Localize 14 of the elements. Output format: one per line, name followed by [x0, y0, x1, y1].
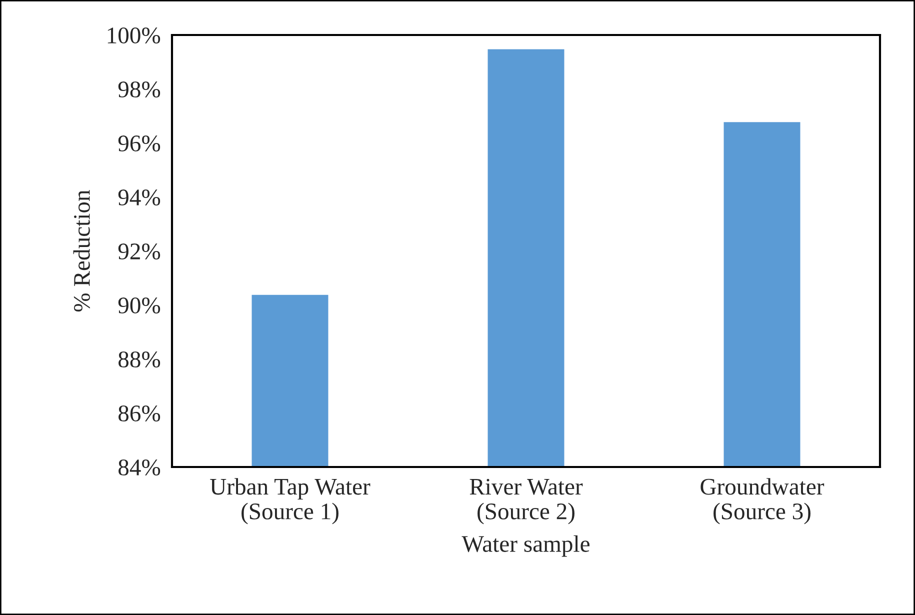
- y-tick-label: 92%: [118, 243, 160, 260]
- y-tick-label: 98%: [118, 81, 160, 98]
- y-axis-title: % Reduction: [73, 190, 90, 312]
- x-axis-title: Water sample: [462, 535, 590, 557]
- y-tick-label: 86%: [118, 405, 160, 422]
- y-tick-label: 88%: [118, 351, 160, 368]
- y-tick-label: 90%: [118, 297, 160, 314]
- x-tick-label: River Water (Source 2): [470, 478, 583, 524]
- x-tick-label: Urban Tap Water (Source 1): [210, 478, 370, 524]
- x-tick-label: Groundwater (Source 3): [700, 478, 824, 524]
- y-tick-label: 96%: [118, 135, 160, 152]
- y-tick-label: 84%: [118, 459, 160, 476]
- y-tick-label: 94%: [118, 189, 160, 206]
- y-tick-label: 100%: [108, 27, 160, 44]
